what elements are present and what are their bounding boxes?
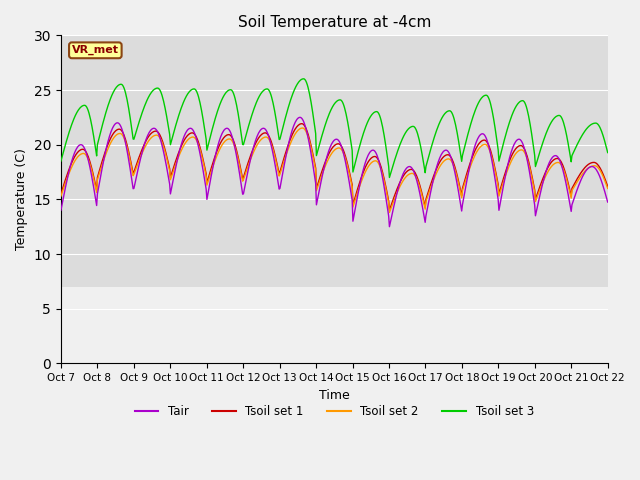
- Y-axis label: Temperature (C): Temperature (C): [15, 148, 28, 250]
- Title: Soil Temperature at -4cm: Soil Temperature at -4cm: [237, 15, 431, 30]
- Text: VR_met: VR_met: [72, 45, 119, 56]
- X-axis label: Time: Time: [319, 389, 349, 402]
- Legend: Tair, Tsoil set 1, Tsoil set 2, Tsoil set 3: Tair, Tsoil set 1, Tsoil set 2, Tsoil se…: [130, 401, 538, 423]
- Bar: [61, 287, 608, 363]
